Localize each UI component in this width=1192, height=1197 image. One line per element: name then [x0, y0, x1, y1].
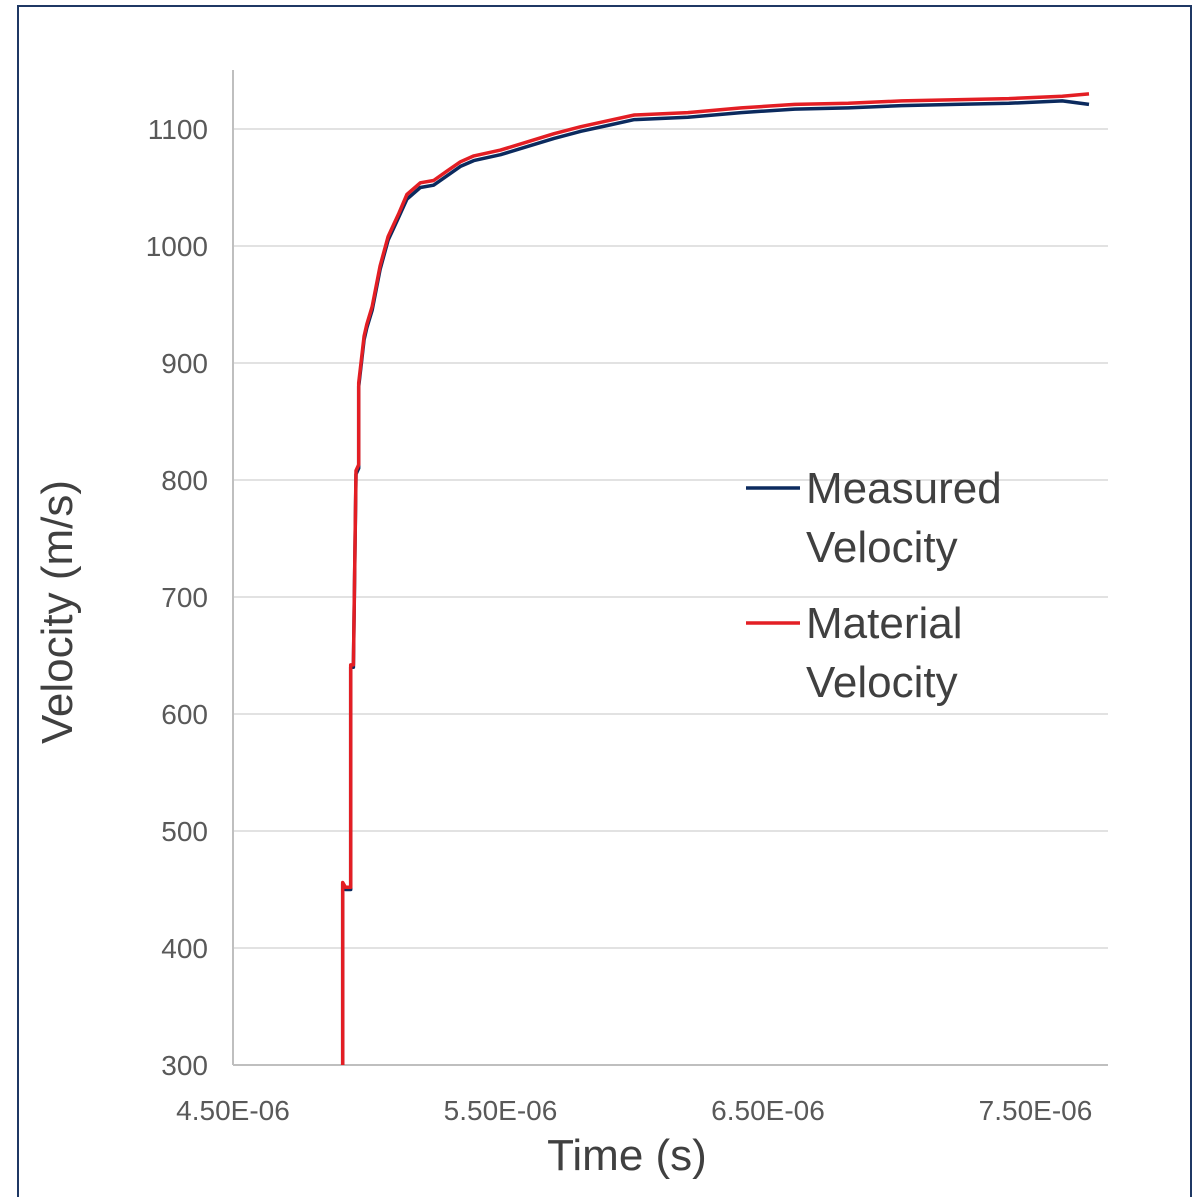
y-tick-labels: 300 400 500 600 700 800 900 1000 1100 [146, 114, 208, 1081]
x-tick-label: 7.50E-06 [979, 1095, 1093, 1126]
x-tick-labels: 4.50E-06 5.50E-06 6.50E-06 7.50E-06 [176, 1095, 1092, 1126]
legend-label: Material Velocity [806, 599, 963, 707]
y-tick-label: 800 [161, 465, 208, 496]
x-tick-label: 6.50E-06 [711, 1095, 825, 1126]
y-tick-label: 500 [161, 816, 208, 847]
y-axis-title: Velocity (m/s) [33, 480, 82, 744]
y-tick-label: 400 [161, 933, 208, 964]
series-lines [340, 92, 1090, 1065]
grid-lines [233, 128, 1108, 949]
x-axis-title: Time (s) [547, 1131, 707, 1180]
y-tick-label: 300 [161, 1050, 208, 1081]
y-tick-label: 1100 [148, 114, 208, 145]
series-line-2 [340, 92, 1090, 1065]
y-tick-label: 1000 [146, 231, 208, 262]
x-tick-label: 4.50E-06 [176, 1095, 290, 1126]
x-tick-label: 5.50E-06 [444, 1095, 558, 1126]
y-tick-label: 600 [161, 699, 208, 730]
y-tick-label: 900 [161, 348, 208, 379]
legend: Measured Velocity Material Velocity [746, 464, 1002, 707]
legend-label: Measured Velocity [806, 464, 1002, 572]
chart-frame [17, 5, 1192, 1197]
y-tick-label: 700 [161, 582, 208, 613]
